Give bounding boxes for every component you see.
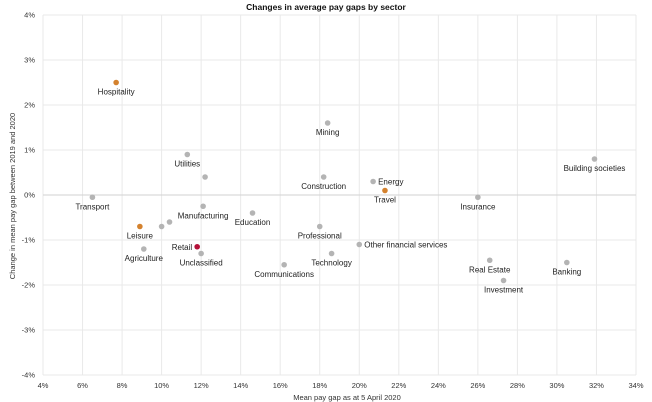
x-tick-label: 6% (77, 381, 88, 390)
point-label: Travel (374, 196, 396, 205)
data-point (202, 174, 208, 180)
data-point (249, 210, 256, 216)
point-label: Agriculture (125, 254, 164, 263)
point-label: Construction (301, 182, 346, 191)
data-point (486, 257, 493, 264)
x-tick-label: 32% (589, 381, 604, 390)
point-label: Mining (316, 128, 340, 137)
point-label: Banking (552, 268, 581, 277)
y-tick-label: -1% (22, 236, 36, 245)
point-label: Hospitality (98, 88, 135, 97)
point-label: Insurance (460, 202, 496, 211)
x-tick-label: 16% (273, 381, 288, 390)
x-tick-label: 34% (628, 381, 643, 390)
y-tick-label: 0% (24, 191, 35, 200)
y-tick-label: 2% (24, 101, 35, 110)
gridlines (42, 14, 637, 376)
x-tick-label: 26% (470, 381, 485, 390)
data-points (89, 79, 598, 284)
data-point (89, 194, 96, 201)
x-tick-label: 12% (194, 381, 209, 390)
chart-title: Changes in average pay gaps by sector (246, 2, 406, 12)
data-point (324, 120, 331, 126)
data-point (141, 246, 147, 252)
point-label: Technology (311, 259, 351, 268)
x-tick-label: 8% (117, 381, 128, 390)
data-point (166, 219, 173, 225)
data-point (158, 223, 165, 230)
data-point (328, 250, 335, 257)
x-tick-label: 28% (510, 381, 525, 390)
data-point (184, 151, 191, 158)
x-tick-label: 4% (38, 381, 49, 390)
x-tick-label: 30% (549, 381, 564, 390)
data-point (281, 261, 287, 268)
data-point (194, 243, 200, 250)
y-tick-label: 3% (24, 56, 35, 65)
y-tick-label: -3% (22, 326, 36, 335)
point-label: Communications (254, 270, 314, 279)
x-tick-label: 10% (154, 381, 169, 390)
y-tick-label: -4% (22, 371, 36, 380)
y-tick-label: 4% (24, 11, 35, 20)
x-tick-label: 18% (312, 381, 327, 390)
data-point (356, 241, 363, 248)
data-point (198, 250, 204, 257)
point-label: Real Estate (469, 265, 511, 274)
point-label: Unclassified (180, 259, 223, 268)
data-point (113, 79, 119, 86)
point-label: Leisure (127, 232, 154, 241)
x-axis-label: Mean pay gap as at 5 April 2020 (293, 393, 401, 402)
data-point (316, 223, 323, 230)
point-label: Other financial services (364, 241, 447, 250)
data-point (564, 259, 570, 266)
data-point (500, 277, 507, 284)
data-point (370, 178, 376, 185)
x-tick-label: 24% (431, 381, 446, 390)
data-point (475, 194, 481, 201)
point-labels: Hospitality Transport Leisure Agriculture Ut… (75, 88, 625, 295)
x-tick-label: 22% (391, 381, 406, 390)
point-label: Investment (484, 286, 524, 295)
x-tick-label: 20% (352, 381, 367, 390)
axis-ticks: 4% 6% 8% 10% 12% 14% 16% 18% 20% 22% 24% 26% 28% 30% 3… (22, 11, 644, 391)
point-label: Utilities (174, 160, 200, 169)
point-label: Retail (172, 243, 193, 252)
data-point (382, 187, 388, 194)
point-label: Energy (378, 178, 403, 187)
point-label: Transport (75, 202, 110, 211)
point-label: Building societies (564, 164, 626, 173)
data-point (591, 156, 598, 162)
y-tick-label: 1% (24, 146, 35, 155)
point-label: Education (235, 218, 271, 227)
point-label: Professional (298, 232, 342, 241)
data-point (137, 223, 143, 230)
y-axis-label: Change in mean pay gap between 2019 and … (8, 113, 17, 279)
data-point (200, 203, 206, 210)
data-point (320, 174, 327, 180)
point-label: Manufacturing (178, 211, 229, 220)
x-tick-label: 14% (233, 381, 248, 390)
y-tick-label: -2% (22, 281, 36, 290)
